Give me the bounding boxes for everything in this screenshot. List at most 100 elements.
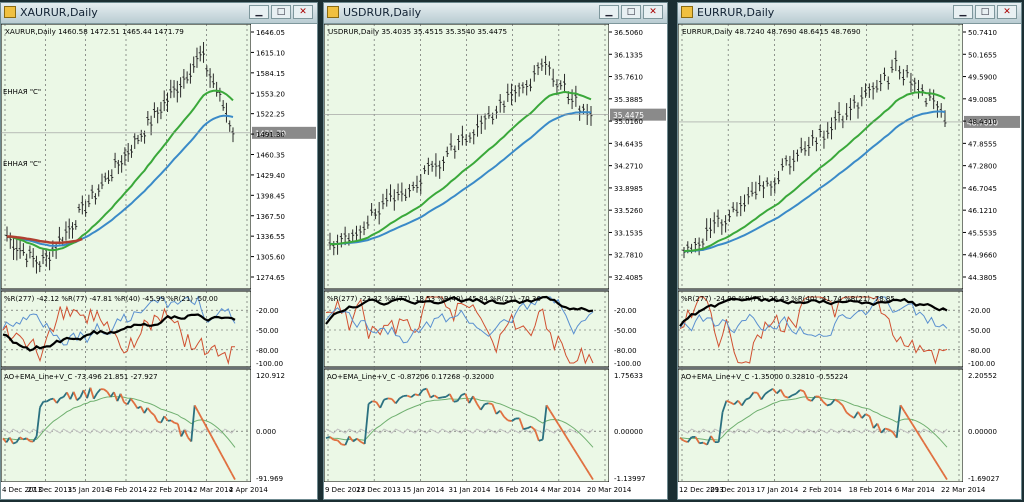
chart-pane-1 — [678, 24, 964, 290]
minimize-button[interactable]: ▁ — [953, 5, 973, 19]
date-tick-label: 27 Dec 2013 — [27, 486, 72, 494]
date-tick-label: 27 Dec 2013 — [356, 486, 401, 494]
ao-line-segment — [503, 416, 509, 422]
ao-line-segment — [841, 404, 848, 413]
price-tick-label: 1460.35 — [256, 152, 285, 160]
ao-line-segment — [580, 460, 587, 468]
ao-line-segment — [549, 410, 556, 419]
price-tick-label: 33.1535 — [614, 229, 643, 237]
price-axis-area — [251, 24, 317, 499]
ao-line-segment — [336, 439, 343, 446]
ao-line-segment — [565, 435, 571, 443]
maximize-button[interactable]: □ — [975, 5, 995, 19]
price-tick-label: 1305.60 — [256, 254, 285, 262]
maximize-button[interactable]: □ — [621, 5, 641, 19]
ao-line-segment — [72, 391, 78, 401]
current-price-tag — [964, 115, 1020, 128]
ao-line-segment — [748, 391, 755, 399]
time-axis-area — [324, 482, 667, 499]
ao-line-segment — [576, 454, 583, 462]
window-title: EURRUR,Daily — [697, 6, 775, 19]
close-button[interactable]: ✕ — [293, 5, 313, 19]
wpr-tick-label: -50.00 — [968, 327, 991, 335]
chart-pane-2 — [1, 290, 252, 368]
ao-line-segment — [25, 437, 31, 442]
chart-ohlc-header: EURRUR,Daily 48.7240 48.7690 48.6415 48.… — [682, 27, 861, 36]
price-chart[interactable]: 1471.79 1646.05 1615.10 1584.15 1553.20 1522.… — [1, 24, 317, 499]
maximize-button[interactable]: □ — [271, 5, 291, 19]
price-tick-label: 1646.05 — [256, 29, 285, 37]
ao-line-segment — [545, 404, 552, 412]
ao-line-segment — [538, 438, 543, 442]
object-label: ЕННАЯ "C" — [3, 88, 41, 96]
chart-window-icon — [681, 6, 693, 18]
minimize-button[interactable]: ▁ — [249, 5, 269, 19]
ema-green-line — [683, 91, 946, 253]
ao-line-segment — [557, 423, 563, 431]
chart-window-usdrur[interactable]: USDRUR,Daily ▁ □ ✕ 35.4475 36.5060 36.1335… — [323, 2, 668, 500]
ao-line-segment — [146, 407, 152, 413]
ao-line-segment — [157, 420, 162, 424]
window-titlebar[interactable]: XAURUR,Daily ▁ □ ✕ — [1, 3, 317, 24]
ao-line-segment — [468, 395, 474, 404]
ao-line-segment — [710, 435, 716, 443]
price-tick-label: 35.3885 — [614, 96, 643, 104]
ao-line-segment — [822, 401, 828, 407]
date-tick-label: 18 Feb 2014 — [849, 486, 893, 494]
ao-line-segment — [838, 401, 844, 406]
ao-tick-label: -1.13997 — [614, 475, 645, 483]
ao-line-segment — [89, 387, 95, 400]
ao-line-segment — [190, 405, 196, 442]
ao-line-segment — [174, 422, 179, 425]
ao-line-segment — [938, 466, 944, 474]
current-price-label: 48.7690 — [967, 118, 998, 127]
ao-line-segment — [394, 397, 401, 404]
ao-line-segment — [356, 437, 362, 443]
ao-line-segment — [197, 411, 203, 419]
ao-header: AO+EMA_Line+V_C -73.496 21.851 -27.927 — [4, 373, 158, 381]
ao-line-segment — [414, 393, 420, 397]
current-price-tag — [252, 126, 316, 139]
ao-line-segment — [826, 403, 832, 407]
date-tick-label: 3 Feb 2014 — [108, 486, 148, 494]
ao-line-segment — [679, 437, 685, 442]
ao-header: AO+EMA_Line+V_C -0.87206 0.17268 -0.3200… — [327, 373, 494, 381]
ao-line-segment — [227, 466, 233, 474]
ema-green-line — [329, 90, 592, 246]
chart-window-xaurur[interactable]: XAURUR,Daily ▁ □ ✕ 1471.79 1646.05 1615.10… — [0, 2, 318, 500]
ao-line-segment — [49, 397, 54, 401]
ao-line-segment — [210, 435, 216, 443]
window-titlebar[interactable]: EURRUR,Daily ▁ □ ✕ — [678, 3, 1021, 24]
ao-line-segment — [143, 407, 149, 414]
ao-line-segment — [853, 411, 859, 419]
window-titlebar[interactable]: USDRUR,Daily ▁ □ ✕ — [324, 3, 667, 24]
ao-line-segment — [526, 425, 532, 430]
ao-line-segment — [530, 425, 536, 431]
close-button[interactable]: ✕ — [643, 5, 663, 19]
date-tick-label: 12 Mar 2014 — [189, 486, 234, 494]
ao-line-segment — [818, 396, 824, 403]
close-button[interactable]: ✕ — [997, 5, 1017, 19]
ao-tick-label: 120.912 — [256, 372, 285, 380]
ao-line-segment — [203, 423, 209, 431]
ao-line-segment — [480, 403, 486, 411]
price-tick-label: 48.4310 — [968, 118, 997, 126]
price-chart[interactable]: 35.4475 36.5060 36.1335 35.7610 35.3885 35.01… — [324, 24, 667, 499]
price-chart[interactable]: 48.7690 50.7410 50.1655 49.5900 49.0085 48.43… — [678, 24, 1021, 499]
chart-window-eurrur[interactable]: EURRUR,Daily ▁ □ ✕ 48.7690 50.7410 50.1655… — [677, 2, 1022, 500]
wpr-tick-label: -100.00 — [256, 360, 283, 368]
ao-line-segment — [12, 441, 17, 445]
date-tick-label: 4 Dec 2013 — [2, 486, 42, 494]
ao-line-segment — [807, 398, 812, 402]
ao-line-segment — [368, 400, 373, 405]
minimize-button[interactable]: ▁ — [599, 5, 619, 19]
price-tick-label: 36.5060 — [614, 29, 643, 37]
ao-line-segment — [422, 387, 427, 391]
ao-line-segment — [588, 472, 594, 481]
ao-line-segment — [741, 399, 747, 407]
price-tick-label: 44.9660 — [968, 252, 997, 260]
ao-tick-label: -91.969 — [256, 475, 283, 483]
ao-line-segment — [425, 388, 432, 398]
ao-line-segment — [857, 411, 863, 419]
ao-line-segment — [372, 400, 377, 403]
